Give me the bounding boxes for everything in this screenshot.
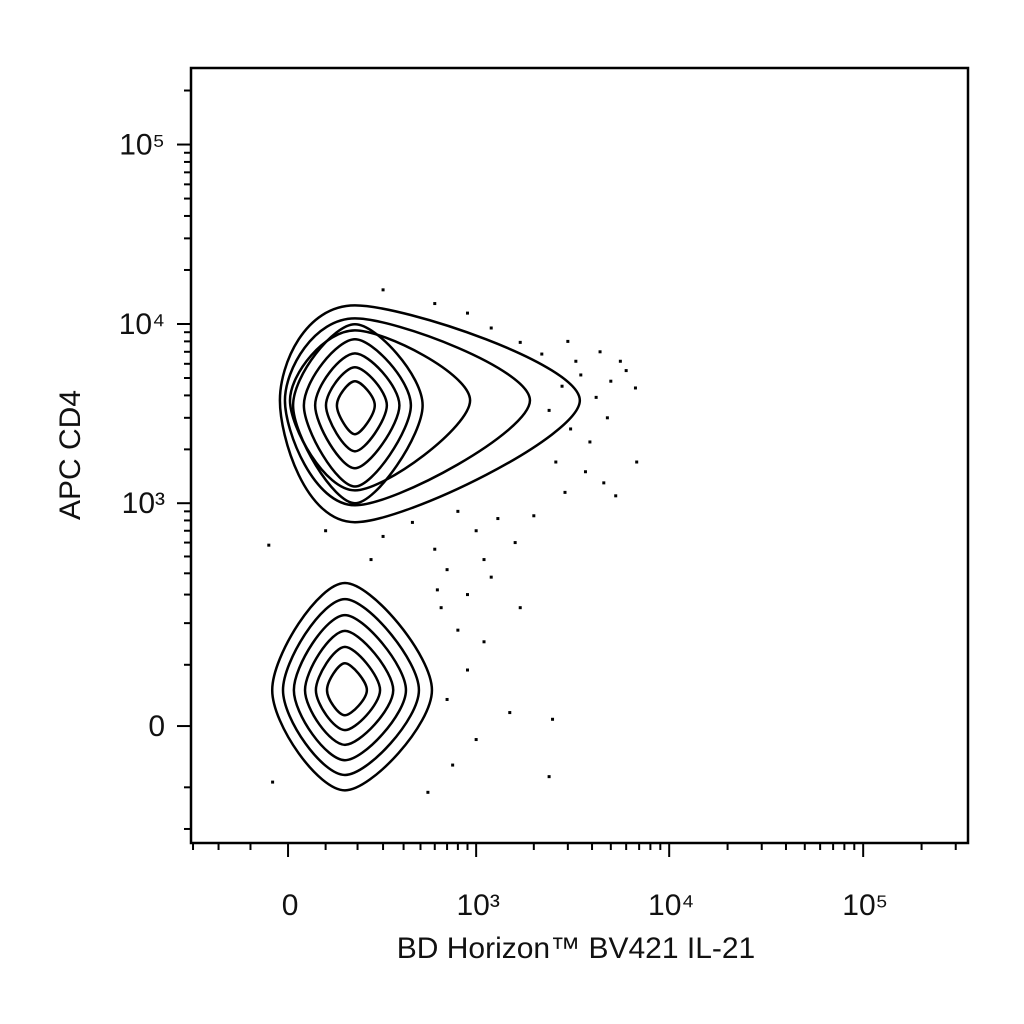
event-dot [508,711,512,715]
contour-line [283,317,532,507]
x-tick-label: 0 [282,889,299,922]
event-dot [574,359,578,363]
contour-line [335,379,377,436]
event-dot [566,339,570,343]
event-dot [439,606,443,610]
event-dot [465,668,469,672]
event-dot [624,369,628,373]
event-dot [547,408,551,412]
event-dot [614,494,618,498]
contour-line [278,304,582,524]
event-dot [551,717,555,721]
y-tick-label: 10⁵ [119,129,165,162]
event-dot [426,790,430,794]
event-dot [513,541,517,545]
event-dot [474,529,478,533]
event-dot [560,384,564,388]
event-dot [445,697,449,701]
event-dot [518,606,522,610]
contour-line [313,352,401,470]
event-dot [489,326,493,330]
event-dot [267,543,271,547]
event-dot [583,470,587,474]
event-dot [271,780,275,784]
event-dot [410,520,414,524]
event-dot [433,547,437,551]
event-dot [465,593,469,597]
event-dot [456,509,460,513]
event-dot [609,379,613,383]
event-dot [435,588,439,592]
event-dot [598,350,602,354]
event-dot [569,427,573,431]
contour-line [292,613,408,762]
event-dot [369,558,373,562]
event-dot [633,386,637,390]
contour-line [303,629,395,747]
event-dot [474,738,478,742]
event-dot [579,373,583,377]
contour-line [281,597,421,777]
event-dot [465,311,469,315]
event-dot [563,490,567,494]
y-tick-label: 10⁴ [119,308,165,341]
event-dot [605,416,609,420]
event-dot [588,440,592,444]
event-dot [381,288,385,292]
event-dot [540,352,544,356]
event-dot [496,517,500,521]
x-tick-label: 10⁴ [648,889,694,922]
event-dot [489,575,493,579]
event-dot [602,481,606,485]
event-dot [594,395,598,399]
event-dot [635,460,639,464]
x-tick-label: 10⁵ [842,889,888,922]
event-dot [532,514,536,518]
event-dot [618,359,622,363]
event-dot [381,534,385,538]
x-axis-title: BD Horizon™ BV421 IL-21 [397,932,756,965]
event-dot [518,340,522,344]
contour-line [288,329,472,492]
event-dot [324,529,328,533]
event-dot [554,460,558,464]
event-dot [433,302,437,306]
contour-line [324,366,389,453]
contour-line [325,662,369,717]
event-dot [547,775,551,779]
contour-line [270,581,434,792]
event-dot [445,568,449,572]
plot-frame [189,66,970,845]
contour-line [314,645,382,732]
y-tick-label: 10³ [122,487,165,520]
event-dot [482,640,486,644]
y-tick-label: 0 [148,710,165,743]
contour-line [291,323,424,505]
event-dot [456,628,460,632]
event-dot [482,558,486,562]
event-dot [451,763,455,767]
contour-line [302,338,413,488]
x-tick-label: 10³ [456,889,499,922]
y-axis-title: APC CD4 [54,390,87,520]
